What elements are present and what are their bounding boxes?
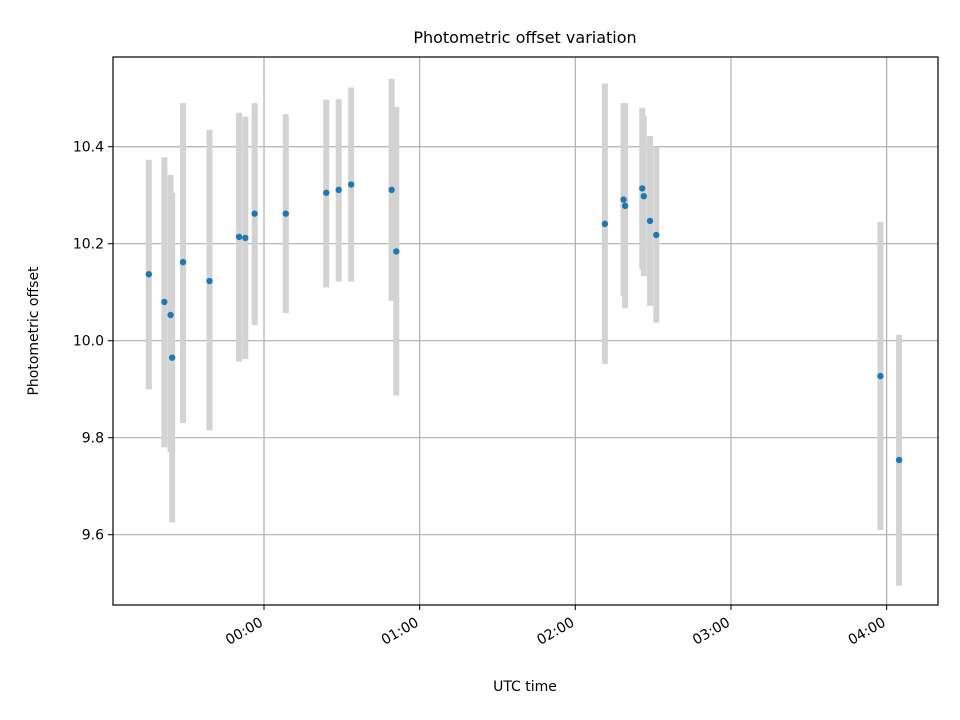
data-point [601, 220, 609, 228]
data-point [347, 181, 355, 188]
data-point [646, 217, 654, 225]
y-axis-label: Photometric offset [26, 266, 42, 396]
data-point [388, 186, 395, 194]
data-point [179, 258, 187, 266]
data-point [621, 202, 629, 210]
data-point [640, 192, 648, 200]
data-point [145, 271, 153, 278]
data-point [620, 196, 627, 203]
data-point [167, 311, 174, 319]
data-point [335, 186, 342, 194]
y-axis-ticks: 9.6 9.8 10.0 10.2 10.4 [73, 140, 113, 544]
chart-title: Photometric offset variation [413, 28, 636, 47]
y-tick-label: 10.2 [73, 237, 104, 253]
y-tick-label: 10.4 [73, 140, 104, 156]
data-point [235, 233, 243, 241]
data-point [393, 248, 400, 255]
data-point [161, 298, 168, 306]
plot-frame [112, 56, 939, 606]
data-point [168, 354, 176, 361]
data-point [323, 189, 330, 196]
data-point [242, 234, 249, 242]
y-tick-label: 9.6 [82, 528, 104, 544]
data-point [206, 277, 213, 285]
data-point [895, 456, 903, 464]
data-point [653, 231, 660, 239]
data-point [282, 210, 289, 217]
y-tick-label: 10.0 [73, 334, 104, 350]
grid-lines [113, 57, 938, 605]
y-tick-label: 9.8 [82, 431, 104, 447]
data-points [145, 181, 903, 464]
plot-area [113, 57, 938, 605]
x-axis-label: UTC time [493, 679, 557, 695]
data-point [251, 210, 258, 217]
data-point [639, 185, 646, 192]
data-point [877, 372, 884, 380]
